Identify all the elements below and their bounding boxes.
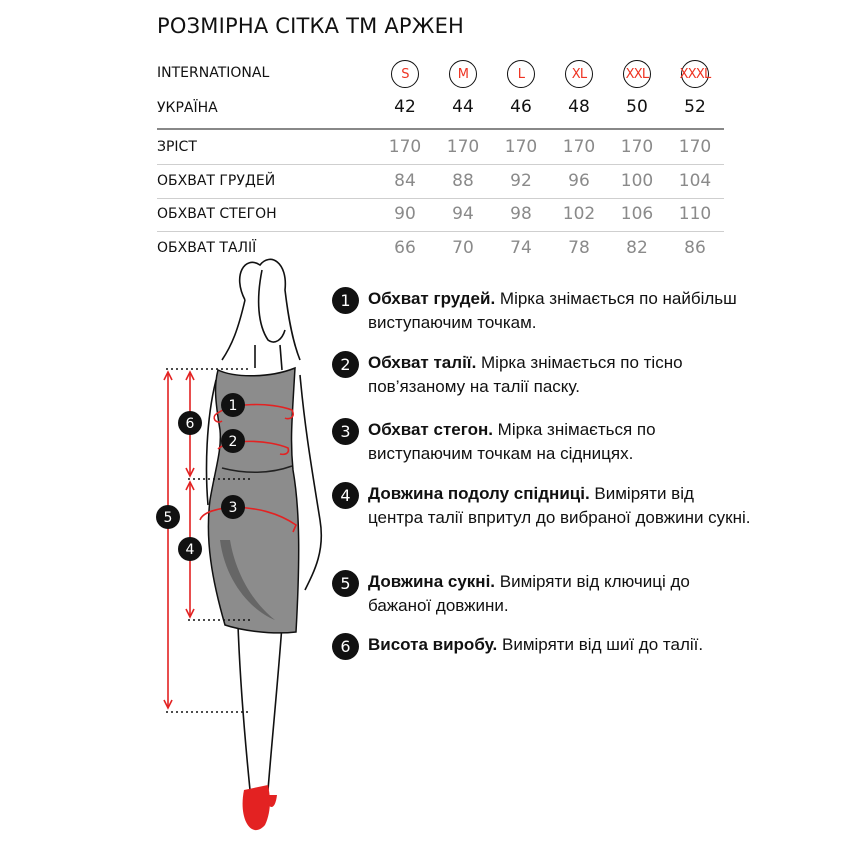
instruction-text: Обхват стегон. Мірка знімається по висту…: [368, 418, 752, 466]
size-badge-l: L: [507, 60, 535, 88]
page-title: РОЗМІРНА СІТКА ТМ АРЖЕН: [157, 14, 465, 38]
instruction-title: Обхват грудей.: [368, 289, 496, 308]
table-cell: 170: [620, 137, 654, 157]
table-cell: 92: [510, 171, 532, 191]
table-cell: 170: [678, 137, 712, 157]
figure-marker-label: 1: [229, 398, 238, 414]
table-cell: 170: [446, 137, 480, 157]
figure-marker-label: 2: [229, 434, 238, 450]
instruction-text: Довжина сукні. Виміряти від ключиці до б…: [368, 570, 752, 618]
number-badge: 4: [332, 482, 359, 509]
figure-marker-1: [221, 393, 245, 417]
instruction-item: 5 Довжина сукні. Виміряти від ключиці до …: [332, 570, 752, 618]
table-cell: 106: [620, 204, 654, 224]
instruction-item: 1 Обхват грудей. Мірка знімається по найб…: [332, 287, 752, 335]
table-cell: 104: [678, 171, 712, 191]
row-divider: [157, 198, 724, 199]
figure-marker-label: 4: [186, 542, 195, 558]
ukraine-size: 46: [510, 97, 532, 117]
table-cell: 98: [510, 204, 532, 224]
ukraine-size: 52: [684, 97, 706, 117]
table-cell: 78: [568, 238, 590, 258]
instruction-item: 4 Довжина подолу спідниці. Виміряти від ц…: [332, 482, 752, 530]
instruction-title: Довжина подолу спідниці.: [368, 484, 590, 503]
table-cell: 86: [684, 238, 706, 258]
number-badge: 3: [332, 418, 359, 445]
table-cell: 90: [394, 204, 416, 224]
instruction-text: Обхват талії. Мірка знімається по тісно …: [368, 351, 752, 399]
table-cell: 70: [452, 238, 474, 258]
instruction-title: Довжина сукні.: [368, 572, 496, 591]
instruction-desc: Мірка знімається по виступаючим точкам н…: [368, 420, 656, 463]
instruction-item: 2 Обхват талії. Мірка знімається по тісно…: [332, 351, 752, 399]
size-badge-xl: XL: [565, 60, 593, 88]
size-badge-xxxl: XXXL: [680, 60, 711, 88]
ukraine-size: 50: [626, 97, 648, 117]
row-divider: [157, 231, 724, 232]
instruction-text: Обхват грудей. Мірка знімається по найбі…: [368, 287, 752, 335]
figure-marker-5: [156, 505, 180, 529]
header-divider: [157, 128, 724, 130]
instruction-title: Обхват стегон.: [368, 420, 493, 439]
size-badge-xxl: XXL: [623, 60, 651, 88]
row-label: ОБХВАТ ТАЛІЇ: [157, 240, 257, 256]
row-label: ОБХВАТ ГРУДЕЙ: [157, 173, 276, 189]
instruction-title: Обхват талії.: [368, 353, 477, 372]
table-cell: 66: [394, 238, 416, 258]
instruction-text: Довжина подолу спідниці. Виміряти від це…: [368, 482, 752, 530]
instruction-item: 3 Обхват стегон. Мірка знімається по вист…: [332, 418, 752, 466]
figure-marker-3: [221, 495, 245, 519]
number-badge: 1: [332, 287, 359, 314]
table-cell: 110: [678, 204, 712, 224]
ukraine-label: УКРАЇНА: [157, 100, 218, 116]
table-cell: 96: [568, 171, 590, 191]
table-cell: 88: [452, 171, 474, 191]
table-cell: 94: [452, 204, 474, 224]
table-cell: 100: [620, 171, 654, 191]
table-cell: 74: [510, 238, 532, 258]
instruction-item: 6 Висота виробу. Виміряти від шиї до талі…: [332, 633, 752, 660]
instruction-desc: Мірка знімається по тісно пов’язаному на…: [368, 353, 683, 396]
ukraine-size: 42: [394, 97, 416, 117]
table-cell: 170: [388, 137, 422, 157]
number-badge: 5: [332, 570, 359, 597]
figure-marker-label: 5: [164, 510, 173, 526]
number-badge: 2: [332, 351, 359, 378]
figure-marker-label: 3: [229, 500, 238, 516]
size-badge-s: S: [391, 60, 419, 88]
number-badge: 6: [332, 633, 359, 660]
table-cell: 82: [626, 238, 648, 258]
ukraine-size: 44: [452, 97, 474, 117]
figure-marker-label: 6: [186, 416, 195, 432]
figure-marker-4: [178, 537, 202, 561]
instruction-title: Висота виробу.: [368, 635, 498, 654]
table-cell: 84: [394, 171, 416, 191]
figure-marker-2: [221, 429, 245, 453]
size-badge-m: M: [449, 60, 477, 88]
row-divider: [157, 164, 724, 165]
instruction-desc: Виміряти від шиї до талії.: [497, 635, 704, 654]
international-label: INTERNATIONAL: [157, 65, 270, 81]
row-label: ОБХВАТ СТЕГОН: [157, 206, 277, 222]
instruction-desc: Виміряти від центра талії впритул до виб…: [368, 484, 751, 527]
figure-marker-6: [178, 411, 202, 435]
instruction-desc: Виміряти від ключиці до бажаної довжини.: [368, 572, 690, 615]
table-cell: 170: [504, 137, 538, 157]
table-cell: 102: [562, 204, 596, 224]
table-cell: 170: [562, 137, 596, 157]
instruction-text: Висота виробу. Виміряти від шиї до талії…: [368, 633, 752, 657]
instruction-desc: Мірка знімається по найбільш виступаючим…: [368, 289, 737, 332]
row-label: ЗРІСТ: [157, 139, 197, 155]
ukraine-size: 48: [568, 97, 590, 117]
